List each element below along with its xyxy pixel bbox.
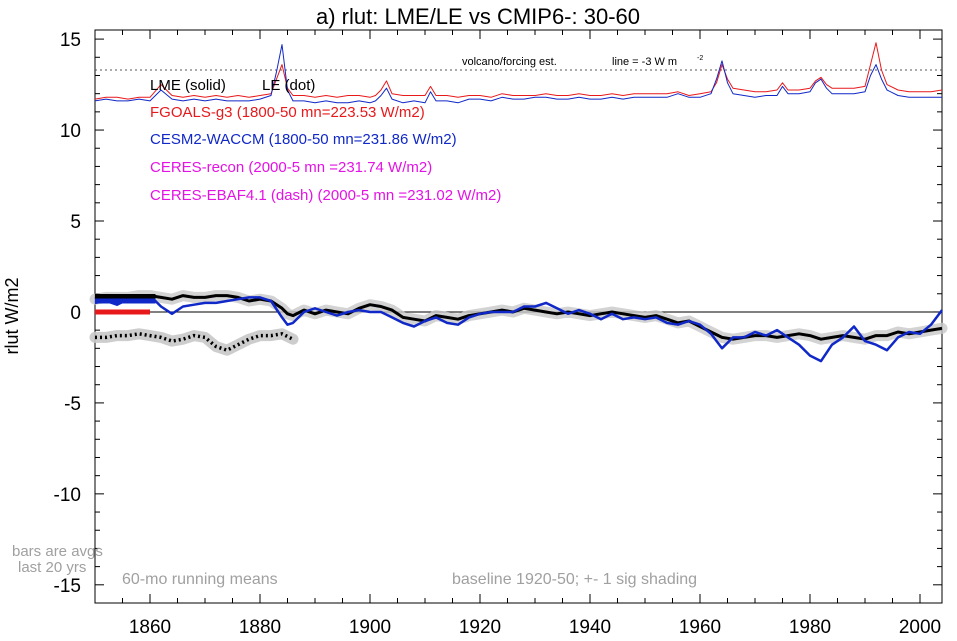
x-tick-label: 2000 (899, 617, 941, 638)
cesm-anomaly-line (94, 294, 943, 363)
x-tick-label: 1940 (569, 617, 611, 638)
y-tick-label: -10 (54, 485, 81, 506)
x-tick-label: 1900 (349, 617, 391, 638)
x-tick-label: 1980 (789, 617, 831, 638)
running-means-note: 60-mo running means (122, 571, 278, 588)
volcano-note: volcano/forcing est. (462, 56, 557, 68)
series-lines (94, 42, 943, 363)
y-tick-label: -15 (54, 576, 81, 597)
bars-note-line2: last 20 yrs (18, 559, 86, 576)
x-tick-label: 1960 (679, 617, 721, 638)
le-dotted-line (95, 332, 294, 352)
legend-ceres-ebaf: CERES-EBAF4.1 (dash) (2000-5 mn =231.02 … (150, 187, 501, 204)
fgoals-line (94, 42, 943, 100)
legend-cesm: CESM2-WACCM (1800-50 mn=231.86 W/m2) (150, 131, 457, 148)
x-tick-label: 1860 (129, 617, 171, 638)
cesm-line (94, 44, 942, 104)
legend-ceres-recon: CERES-recon (2000-5 mn =231.74 W/m2) (150, 159, 432, 176)
y-tick-label: 10 (60, 121, 81, 142)
legend-lme: LME (solid) (150, 77, 226, 94)
x-tick-label: 1880 (239, 617, 281, 638)
y-tick-label: 5 (70, 212, 81, 233)
y-tick-label: 15 (60, 30, 81, 51)
chart-title: a) rlut: LME/LE vs CMIP6-: 30-60 (316, 4, 640, 29)
bars-note-line1: bars are avgs (12, 543, 103, 560)
x-tick-label: 1920 (459, 617, 501, 638)
legend-fgoals: FGOALS-g3 (1800-50 mn=223.53 W/m2) (150, 104, 425, 121)
avg-bars (95, 293, 156, 315)
y-tick-label: 0 (70, 303, 81, 324)
legend-le: LE (dot) (262, 77, 315, 94)
line-note: line = -3 W m (612, 56, 677, 68)
tick-labels: 15 10 5 0 -5 -10 -15 1860 1880 1900 1920 1940 1960 19… (54, 30, 942, 638)
y-tick-label: -5 (64, 394, 81, 415)
baseline-note: baseline 1920-50; +- 1 sig shading (452, 571, 697, 588)
plot-frame (94, 29, 943, 604)
line-note-superscript: -2 (697, 55, 703, 62)
shading-band (89, 290, 948, 356)
y-axis-label: rlut W/m2 (2, 277, 22, 354)
